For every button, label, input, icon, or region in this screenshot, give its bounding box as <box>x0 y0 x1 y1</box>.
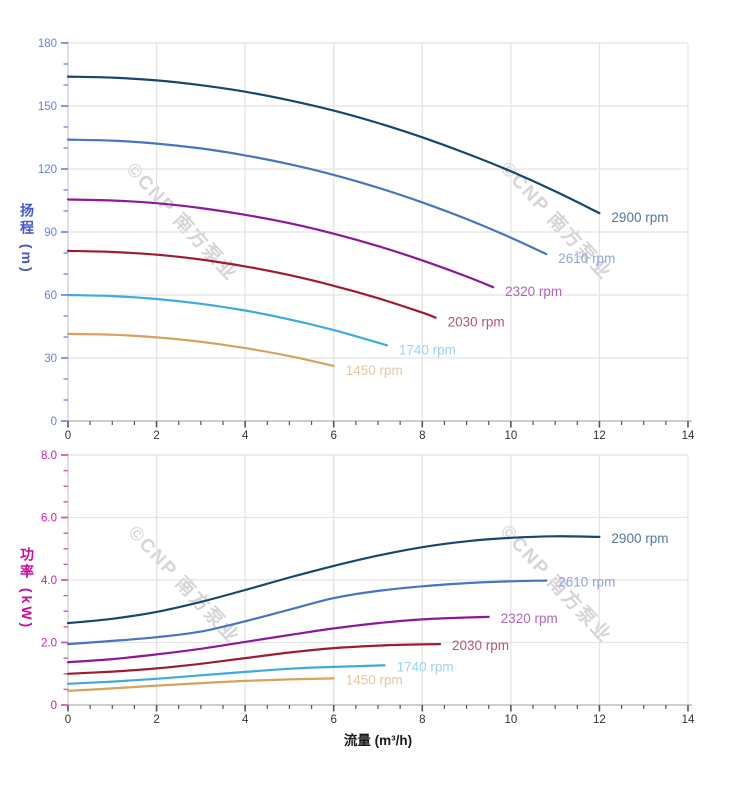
svg-text:150: 150 <box>38 101 57 113</box>
svg-text:180: 180 <box>38 38 57 50</box>
svg-text:120: 120 <box>38 164 57 176</box>
svg-text:90: 90 <box>44 227 57 239</box>
curve-label-2610: 2610 rpm <box>558 575 615 590</box>
curve-label-2900: 2900 rpm <box>611 210 668 225</box>
svg-text:6.0: 6.0 <box>41 513 57 525</box>
svg-text:0: 0 <box>65 714 71 726</box>
curve-label-1450: 1450 rpm <box>346 363 403 378</box>
curve-label-1740: 1740 rpm <box>397 659 454 674</box>
svg-text:6: 6 <box>331 714 337 726</box>
svg-text:14: 14 <box>682 430 695 442</box>
svg-text:6: 6 <box>331 430 337 442</box>
curve-label-2900: 2900 rpm <box>611 531 668 546</box>
svg-text:0: 0 <box>65 430 71 442</box>
svg-text:60: 60 <box>44 290 57 302</box>
svg-text:2: 2 <box>153 430 159 442</box>
svg-text:12: 12 <box>593 430 606 442</box>
curve-label-1740: 1740 rpm <box>399 342 456 357</box>
svg-text:0: 0 <box>51 416 57 428</box>
svg-text:4: 4 <box>242 714 249 726</box>
svg-text:8: 8 <box>419 430 425 442</box>
svg-text:2.0: 2.0 <box>41 638 57 650</box>
svg-text:12: 12 <box>593 714 606 726</box>
curve-label-2610: 2610 rpm <box>558 251 615 266</box>
head-axis-title: 扬程 (m) <box>19 203 35 275</box>
svg-text:30: 30 <box>44 353 57 365</box>
svg-text:8.0: 8.0 <box>41 450 57 462</box>
svg-text:8: 8 <box>419 714 425 726</box>
svg-text:4.0: 4.0 <box>41 575 57 587</box>
svg-text:4: 4 <box>242 430 249 442</box>
curve-label-2030: 2030 rpm <box>452 638 509 653</box>
curve-label-2030: 2030 rpm <box>448 315 505 330</box>
svg-text:10: 10 <box>504 430 517 442</box>
svg-text:2: 2 <box>153 714 159 726</box>
power-axis-title: 功率 (kW) <box>19 547 35 631</box>
curve-label-2320: 2320 rpm <box>501 611 558 626</box>
svg-text:10: 10 <box>504 714 517 726</box>
svg-text:14: 14 <box>682 714 695 726</box>
curve-label-1450: 1450 rpm <box>346 672 403 687</box>
svg-text:0: 0 <box>51 700 57 712</box>
curve-label-2320: 2320 rpm <box>505 284 562 299</box>
flow-axis-title: 流量 (m³/h) <box>343 733 413 748</box>
